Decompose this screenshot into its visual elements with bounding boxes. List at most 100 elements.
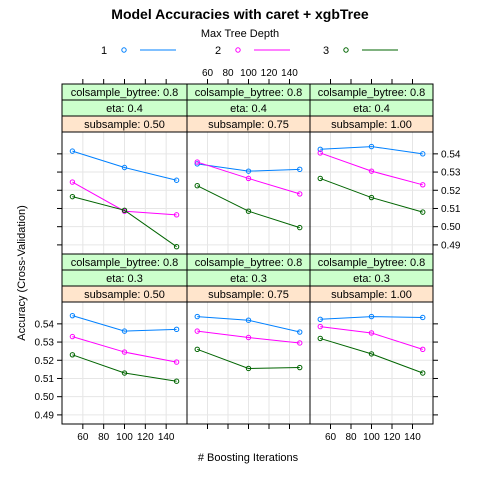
strip-subsample-label: subsample: 1.00 [331,289,412,301]
x-tick-label: 140 [158,432,175,443]
strip-eta-label: eta: 0.3 [106,273,143,285]
axes: 0.49 0.50 0.51 0.52 0.53 0.54 0.49 0.50 0.51 0.52… [35,68,461,443]
strip-subsample-label: subsample: 1.00 [331,119,412,131]
data-point-depth-1 [173,326,180,333]
legend-title: Max Tree Depth [201,28,279,40]
series-line-depth-1 [197,316,300,333]
data-point-depth-2 [69,333,76,340]
data-point-depth-1 [317,146,323,152]
series-line-depth-2 [72,181,177,216]
y-tick-label: 0.51 [35,374,55,385]
strip-colsample-label: colsample_bytree: 0.8 [195,87,303,99]
series-line-depth-3 [197,348,300,369]
data-point-depth-3 [194,346,200,353]
data-point-depth-1 [194,161,200,167]
x-tick-label: 100 [240,68,257,79]
data-point-depth-1 [420,151,426,157]
data-point-depth-2 [368,168,375,174]
legend-marker-3 [343,47,349,53]
data-point-depth-3 [173,244,180,250]
legend-marker-1 [121,47,127,53]
data-point-depth-3 [297,364,303,371]
data-point-depth-2 [194,328,200,334]
x-tick-label: 120 [137,432,154,443]
data-point-depth-2 [297,340,303,346]
data-point-depth-1 [245,317,252,323]
series-line-depth-1 [72,315,177,332]
x-tick-label: 60 [325,432,337,443]
data-point-depth-3 [245,208,252,214]
data-point-depth-1 [297,166,303,173]
strip-subsample-label: subsample: 0.50 [84,289,165,301]
data-point-depth-1 [194,313,200,320]
y-tick-label: 0.49 [35,410,55,421]
legend: 1 2 3 [101,45,398,57]
data-point-depth-3 [297,224,303,231]
strip-colsample-label: colsample_bytree: 0.8 [71,87,179,99]
series-line-depth-3 [320,337,423,374]
strip-colsample-label: colsample_bytree: 0.8 [318,257,426,269]
data-point-depth-3 [420,370,426,376]
x-tick-label: 120 [261,68,278,79]
legend-marker-2 [235,47,241,53]
legend-label-1: 1 [101,45,107,57]
chart-title: Model Accuracies with caret + xgbTree [111,6,369,22]
series-line-depth-3 [197,185,300,229]
series-line-depth-2 [72,336,177,363]
data-point-depth-1 [368,143,375,150]
x-tick-label: 60 [202,68,214,79]
data-point-depth-3 [368,194,375,201]
strip-eta-label: eta: 0.3 [353,273,390,285]
data-point-depth-1 [297,329,303,335]
strip-eta-label: eta: 0.3 [230,273,267,285]
x-tick-label: 60 [77,432,89,443]
series-line-depth-2 [320,152,423,186]
data-point-depth-3 [173,378,180,384]
strip-colsample-label: colsample_bytree: 0.8 [71,257,179,269]
y-axis-label: Accuracy (Cross-Validation) [16,205,28,341]
data-point-depth-3 [317,335,323,342]
data-point-depth-2 [317,150,323,156]
data-point-depth-2 [368,330,375,336]
y-tick-label: 0.52 [35,356,55,367]
data-point-depth-2 [420,346,426,353]
panel-bottom-3: colsample_bytree: 0.8 eta: 0.3 subsample: … [309,253,434,425]
y-tick-label: 0.54 [441,149,461,160]
x-tick-label: 140 [281,68,298,79]
panel-bottom-1: colsample_bytree: 0.8 eta: 0.3 subsample: … [61,253,188,425]
data-point-depth-1 [368,313,375,320]
data-point-depth-1 [420,314,426,321]
data-point-depth-2 [173,212,180,218]
y-tick-label: 0.50 [35,392,55,403]
data-point-depth-3 [69,352,76,358]
legend-label-3: 3 [323,45,329,57]
data-point-depth-3 [245,365,252,372]
strip-eta-label: eta: 0.4 [353,103,390,115]
strip-subsample-label: subsample: 0.75 [208,289,289,301]
series-line-depth-1 [320,146,423,155]
series-line-depth-1 [72,150,177,181]
data-point-depth-1 [69,148,76,154]
data-point-depth-1 [173,177,180,183]
data-point-depth-3 [121,207,128,213]
data-point-depth-2 [121,349,128,355]
panel-top-3: colsample_bytree: 0.8 eta: 0.4 subsample: … [309,83,434,255]
data-point-depth-2 [317,323,323,330]
panel-bottom-2: colsample_bytree: 0.8 eta: 0.3 subsample: … [186,253,311,425]
x-tick-label: 80 [345,432,357,443]
data-point-depth-3 [368,351,375,357]
strip-eta-label: eta: 0.4 [230,103,267,115]
series-line-depth-2 [320,326,423,350]
data-point-depth-2 [245,334,252,341]
data-point-depth-3 [69,193,76,200]
data-point-depth-2 [297,191,303,197]
y-tick-label: 0.49 [441,240,461,251]
data-point-depth-1 [317,316,323,322]
data-point-depth-2 [420,182,426,188]
data-point-depth-3 [420,209,426,215]
data-point-depth-3 [194,183,200,189]
data-point-depth-2 [69,179,76,185]
data-point-depth-1 [245,168,252,174]
legend-label-2: 2 [215,45,221,57]
series-line-depth-3 [72,196,177,248]
